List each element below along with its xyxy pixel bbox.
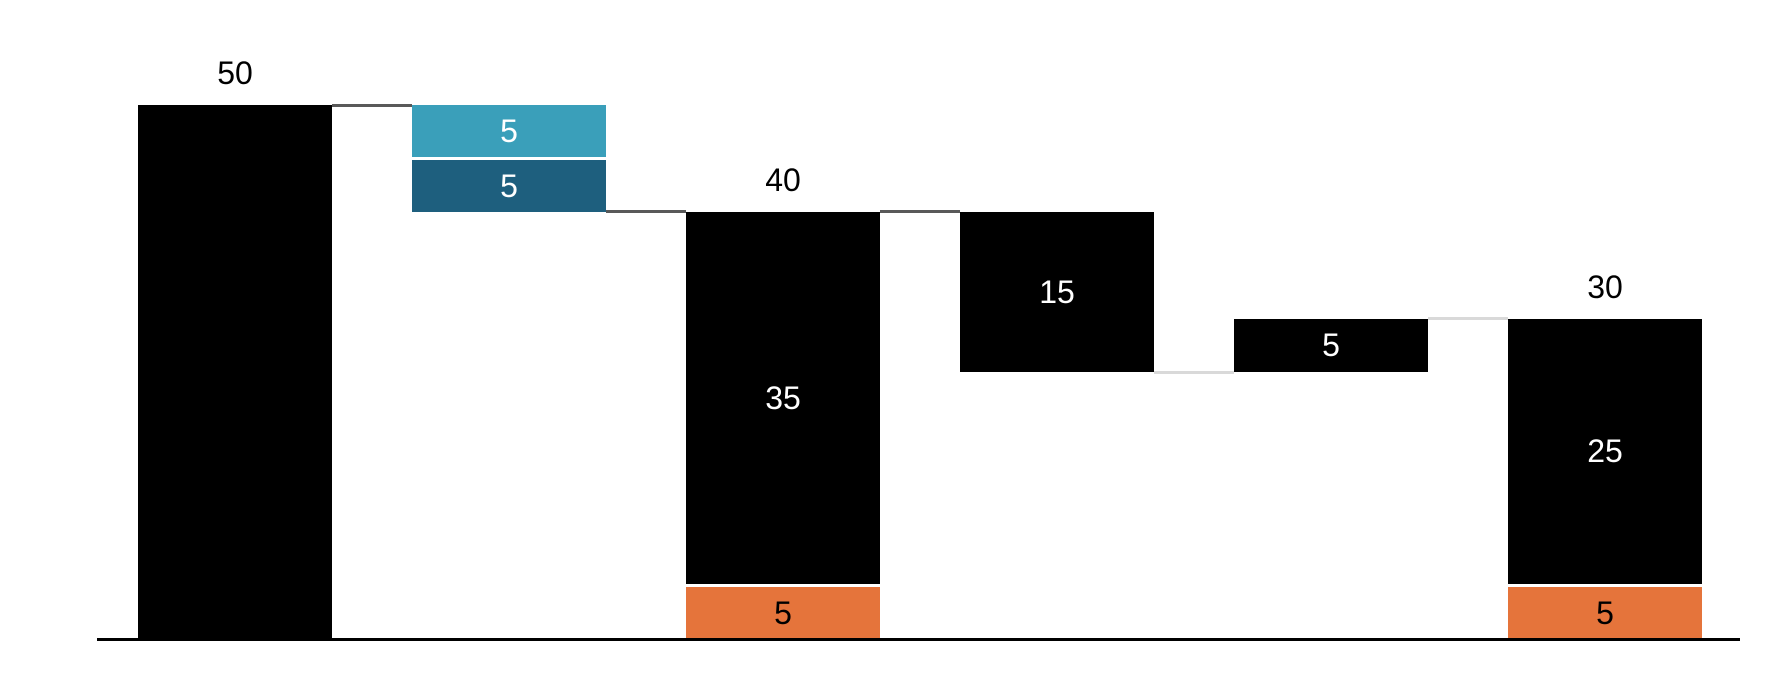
connector-line-0: [332, 103, 412, 107]
waterfall-segment-subtotal-40-1: 5: [686, 587, 880, 639]
waterfall-segment-final-total-30-0: 25: [1508, 318, 1702, 585]
segment-value-label: 15: [1039, 273, 1075, 310]
waterfall-segment-decrease-step-1-0: 5: [412, 105, 606, 157]
segment-value-label: 5: [774, 595, 792, 632]
bar-top-label-initial-total: 50: [217, 55, 253, 91]
waterfall-segment-decrease-step-2-0: 15: [960, 211, 1154, 372]
segment-value-label: 5: [500, 112, 518, 149]
segment-value-label: 5: [1596, 595, 1614, 632]
connector-line-2: [880, 210, 960, 214]
connector-line-4: [1428, 317, 1508, 321]
waterfall-segment-initial-total-0: [138, 105, 332, 639]
segment-value-label: 35: [765, 379, 801, 416]
segment-value-label: 5: [500, 167, 518, 204]
waterfall-segment-final-total-30-1: 5: [1508, 587, 1702, 639]
connector-line-1: [606, 210, 686, 214]
segment-value-label: 5: [1322, 327, 1340, 364]
connector-line-3: [1154, 370, 1234, 374]
bar-top-label-final-total-30: 30: [1587, 268, 1623, 305]
waterfall-segment-increase-step-0: 5: [1234, 318, 1428, 372]
bar-top-label-subtotal-40: 40: [765, 161, 801, 198]
x-axis-line: [97, 638, 1740, 641]
waterfall-segment-decrease-step-1-1: 5: [412, 159, 606, 212]
waterfall-segment-subtotal-40-0: 35: [686, 211, 880, 585]
segment-value-label: 25: [1587, 433, 1623, 470]
